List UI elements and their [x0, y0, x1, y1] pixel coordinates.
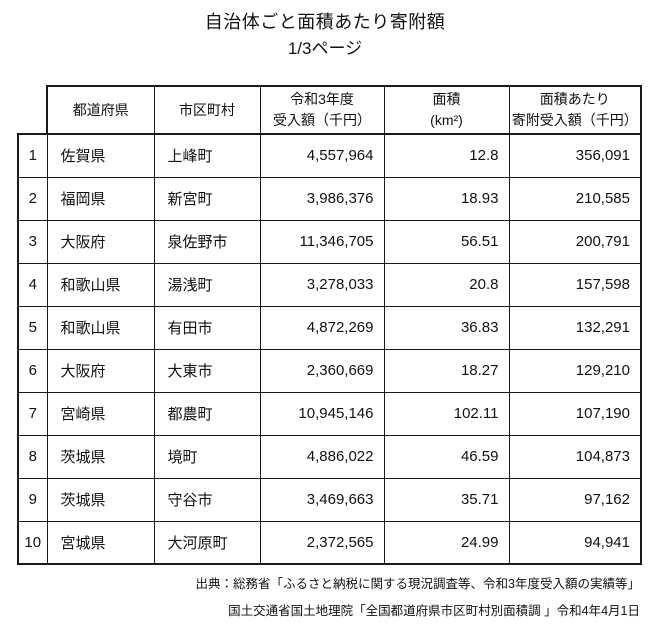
corner-spacer-cell — [18, 86, 47, 134]
prefecture-cell: 大阪府 — [46, 348, 155, 393]
table-row: 2 福岡県 新宮町 3,986,376 18.93 210,585 — [17, 176, 642, 221]
prefecture-cell: 茨城県 — [46, 434, 155, 479]
column-header-area: 面積 (km²) — [383, 85, 510, 135]
area-cell: 18.27 — [383, 348, 510, 393]
rank-cell: 1 — [17, 133, 48, 178]
area-cell: 24.99 — [383, 520, 510, 565]
amount-cell: 4,886,022 — [259, 434, 385, 479]
table-row: 5 和歌山県 有田市 4,872,269 36.83 132,291 — [17, 305, 642, 350]
per-area-cell: 94,941 — [508, 520, 642, 565]
rank-cell: 10 — [17, 520, 48, 565]
municipality-cell: 大東市 — [153, 348, 261, 393]
prefecture-cell: 大阪府 — [46, 219, 155, 264]
table-row: 8 茨城県 境町 4,886,022 46.59 104,873 — [17, 434, 642, 479]
table-header-row: 都道府県 市区町村 令和3年度 受入額（千円） 面積 (km²) 面積あたり 寄… — [18, 85, 642, 135]
rank-cell: 5 — [17, 305, 48, 350]
per-area-cell: 356,091 — [508, 133, 642, 178]
area-cell: 35.71 — [383, 477, 510, 522]
area-cell: 36.83 — [383, 305, 510, 350]
source-notes: 出典：総務省「ふるさと納税に関する現況調査等、令和3年度受入額の実績等」 国土交… — [196, 571, 640, 625]
area-cell: 102.11 — [383, 391, 510, 436]
municipality-cell: 上峰町 — [153, 133, 261, 178]
table-row: 10 宮城県 大河原町 2,372,565 24.99 94,941 — [17, 520, 642, 565]
prefecture-cell: 和歌山県 — [46, 262, 155, 307]
per-area-cell: 210,585 — [508, 176, 642, 221]
per-area-cell: 157,598 — [508, 262, 642, 307]
column-header-amount: 令和3年度 受入額（千円） — [259, 85, 385, 135]
prefecture-cell: 福岡県 — [46, 176, 155, 221]
municipality-cell: 境町 — [153, 434, 261, 479]
municipality-cell: 大河原町 — [153, 520, 261, 565]
municipality-cell: 有田市 — [153, 305, 261, 350]
table-row: 1 佐賀県 上峰町 4,557,964 12.8 356,091 — [17, 133, 642, 178]
municipality-cell: 泉佐野市 — [153, 219, 261, 264]
area-cell: 56.51 — [383, 219, 510, 264]
per-area-cell: 200,791 — [508, 219, 642, 264]
table-row: 9 茨城県 守谷市 3,469,663 35.71 97,162 — [17, 477, 642, 522]
municipality-cell: 湯浅町 — [153, 262, 261, 307]
per-area-cell: 97,162 — [508, 477, 642, 522]
per-area-cell: 107,190 — [508, 391, 642, 436]
amount-cell: 2,372,565 — [259, 520, 385, 565]
table-row: 7 宮崎県 都農町 10,945,146 102.11 107,190 — [17, 391, 642, 436]
municipality-cell: 守谷市 — [153, 477, 261, 522]
amount-cell: 2,360,669 — [259, 348, 385, 393]
municipality-cell: 新宮町 — [153, 176, 261, 221]
page-title: 自治体ごと面積あたり寄附額 — [204, 12, 446, 32]
area-cell: 18.93 — [383, 176, 510, 221]
area-cell: 20.8 — [383, 262, 510, 307]
prefecture-cell: 宮崎県 — [46, 391, 155, 436]
rank-cell: 6 — [17, 348, 48, 393]
column-header-prefecture: 都道府県 — [46, 85, 155, 135]
amount-cell: 4,557,964 — [259, 133, 385, 178]
rank-cell: 3 — [17, 219, 48, 264]
column-header-municipality: 市区町村 — [153, 85, 261, 135]
source-note-line: 国土交通省国土地理院「全国都道府県市区町村別面積調 」令和4年4月1日 — [228, 604, 640, 618]
rank-cell: 2 — [17, 176, 48, 221]
per-area-cell: 129,210 — [508, 348, 642, 393]
donation-per-area-table: 都道府県 市区町村 令和3年度 受入額（千円） 面積 (km²) 面積あたり 寄… — [17, 85, 642, 565]
amount-cell: 4,872,269 — [259, 305, 385, 350]
amount-cell: 3,278,033 — [259, 262, 385, 307]
amount-cell: 11,346,705 — [259, 219, 385, 264]
prefecture-cell: 茨城県 — [46, 477, 155, 522]
amount-cell: 10,945,146 — [259, 391, 385, 436]
rank-cell: 8 — [17, 434, 48, 479]
prefecture-cell: 宮城県 — [46, 520, 155, 565]
municipality-cell: 都農町 — [153, 391, 261, 436]
table-row: 6 大阪府 大東市 2,360,669 18.27 129,210 — [17, 348, 642, 393]
table-row: 4 和歌山県 湯浅町 3,278,033 20.8 157,598 — [17, 262, 642, 307]
per-area-cell: 104,873 — [508, 434, 642, 479]
amount-cell: 3,469,663 — [259, 477, 385, 522]
rank-cell: 7 — [17, 391, 48, 436]
column-header-per-area: 面積あたり 寄附受入額（千円） — [508, 85, 642, 135]
area-cell: 12.8 — [383, 133, 510, 178]
rank-cell: 9 — [17, 477, 48, 522]
per-area-cell: 132,291 — [508, 305, 642, 350]
prefecture-cell: 和歌山県 — [46, 305, 155, 350]
table-row: 3 大阪府 泉佐野市 11,346,705 56.51 200,791 — [17, 219, 642, 264]
amount-cell: 3,986,376 — [259, 176, 385, 221]
page-indicator: 1/3ページ — [287, 39, 363, 58]
source-note-line: 出典：総務省「ふるさと納税に関する現況調査等、令和3年度受入額の実績等」 — [195, 577, 640, 591]
rank-cell: 4 — [17, 262, 48, 307]
table-body: 1 佐賀県 上峰町 4,557,964 12.8 356,091 2 福岡県 新宮町 3,986,… — [17, 133, 642, 565]
area-cell: 46.59 — [383, 434, 510, 479]
prefecture-cell: 佐賀県 — [46, 133, 155, 178]
